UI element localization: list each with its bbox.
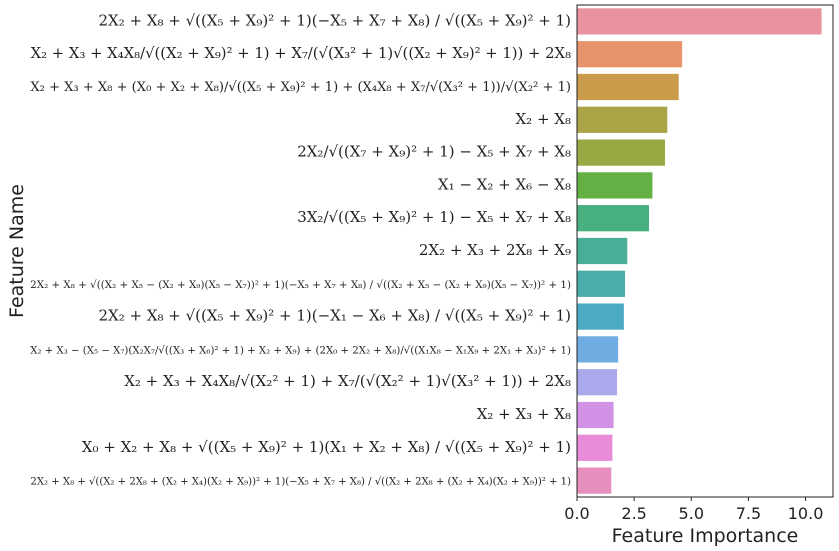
x-axis-title: Feature Importance [612,525,799,547]
plot-frame [576,4,834,498]
bar [577,434,613,461]
bar [577,73,679,101]
category-label-group: 2X₂ + X₈ + √((X₅ + X₉)² + 1)(−X₅ + X₇ + … [30,11,571,487]
category-label: X₀ + X₂ + X₈ + √((X₅ + X₉)² + 1)(X₁ + X₂… [82,438,571,456]
bar [577,106,668,133]
x-tick-label: 2.5 [621,504,646,523]
category-label: 2X₂/√((X₇ + X₉)² + 1) − X₅ + X₇ + X₈ [297,143,571,161]
category-label: 2X₂ + X₈ + √((X₅ + X₉)² + 1)(−X₁ − X₆ + … [98,307,571,325]
bar [577,172,653,199]
bar [577,270,625,297]
x-tick-group: 0.0 2.5 5.0 7.5 10.0 [564,497,823,523]
category-label: X₁ − X₂ + X₆ − X₈ [438,175,571,193]
category-label: X₂ + X₃ + X₈ [477,405,571,423]
bar [577,205,649,232]
category-label: X₂ + X₃ + X₄X₈/√((X₂ + X₉)² + 1) + X₇/(√… [31,45,571,62]
x-tick-label: 7.5 [736,504,761,523]
y-axis-title: Feature Name [6,184,28,318]
bar-group [577,8,822,494]
bar [577,336,619,363]
category-label: X₂ + X₃ − (X₅ − X₇)(X₂X₇/√((X₃ + X₆)² + … [30,344,571,356]
bar [577,303,624,330]
bar [577,369,617,396]
category-label: X₂ + X₈ [516,110,572,128]
bar [577,139,665,166]
category-label: X₂ + X₃ + X₄X₈/√(X₂² + 1) + X₇/(√(X₂² + … [124,372,571,390]
category-label: 2X₂ + X₈ + √((X₂ + 2X₈ + (X₂ + X₄)(X₂ + … [30,476,571,488]
bar [577,41,683,68]
category-label: 2X₂ + X₃ + 2X₈ + X₉ [419,241,571,259]
category-label: 2X₂ + X₈ + √((X₅ + X₉)² + 1)(−X₅ + X₇ + … [98,11,571,29]
bar [577,237,628,265]
category-label: 3X₂/√((X₅ + X₉)² + 1) − X₅ + X₇ + X₈ [297,208,571,226]
bar [577,467,612,494]
x-tick-label: 5.0 [679,504,704,523]
x-tick-label: 0.0 [564,504,589,523]
bar [577,8,822,35]
bar [577,401,614,429]
category-label: X₂ + X₃ + X₈ + (X₀ + X₂ + X₈)/√((X₅ + X₉… [30,80,571,95]
category-label: 2X₂ + X₈ + √((X₂ + X₅ − (X₂ + X₉)(X₅ − X… [30,279,571,291]
x-tick-label: 10.0 [788,504,824,523]
